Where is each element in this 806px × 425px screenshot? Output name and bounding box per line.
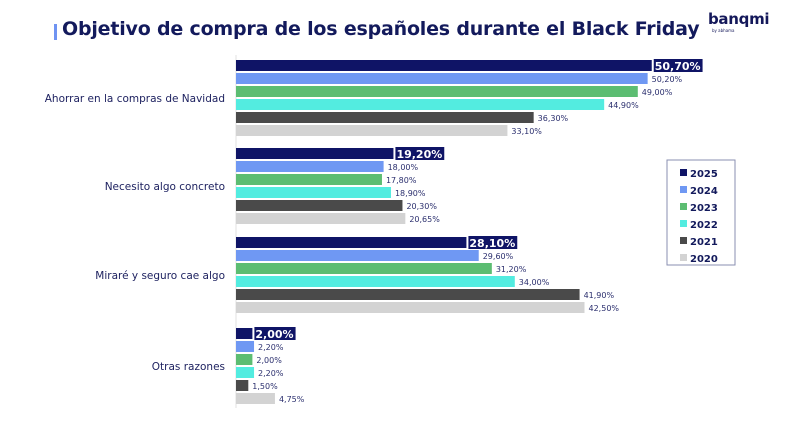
bar-2025: [236, 60, 652, 71]
value-label-2020: 4,75%: [279, 395, 305, 404]
bar-2023: [236, 263, 492, 274]
logo-subtitle: by abhama: [712, 28, 735, 33]
legend-swatch-2025: [680, 169, 687, 176]
value-label-2021: 41,90%: [584, 291, 615, 300]
bar-2020: [236, 302, 585, 313]
category-label: Necesito algo concreto: [105, 181, 225, 193]
value-label-2025: 28,10%: [469, 237, 515, 250]
value-label-2022: 44,90%: [608, 101, 639, 110]
bar-2025: [236, 237, 467, 248]
value-label-2023: 2,00%: [256, 356, 282, 365]
legend-label-2021: 2021: [690, 237, 718, 248]
highlight-label-bg: [653, 59, 703, 72]
legend-swatch-2021: [680, 237, 687, 244]
legend-swatch-2020: [680, 254, 687, 261]
bar-2020: [236, 213, 406, 224]
bar-2021: [236, 200, 403, 211]
bar-2024: [236, 161, 384, 172]
legend-label-2022: 2022: [690, 220, 718, 231]
category-label: Otras razones: [152, 361, 225, 373]
chart-title: Objetivo de compra de los españoles dura…: [62, 18, 700, 40]
highlight-label-bg: [395, 147, 445, 160]
value-label-2022: 2,20%: [258, 369, 284, 378]
title-accent-bar: [54, 24, 57, 40]
banqmi-logo: banqmi: [708, 10, 770, 28]
bar-2022: [236, 187, 391, 198]
bar-2023: [236, 174, 382, 185]
value-label-2023: 49,00%: [642, 88, 673, 97]
bar-2023: [236, 354, 253, 365]
legend-swatch-2023: [680, 203, 687, 210]
bar-2025: [236, 148, 394, 159]
bar-2022: [236, 367, 255, 378]
value-label-2020: 42,50%: [589, 304, 620, 313]
value-label-2025: 19,20%: [396, 148, 442, 161]
highlight-label-bg: [254, 327, 296, 340]
legend-label-2024: 2024: [690, 186, 718, 197]
bar-2025: [236, 328, 253, 339]
value-label-2021: 1,50%: [252, 382, 278, 391]
value-label-2022: 18,90%: [395, 189, 426, 198]
legend-label-2020: 2020: [690, 254, 718, 265]
legend-swatch-2022: [680, 220, 687, 227]
value-label-2020: 33,10%: [511, 127, 542, 136]
category-label: Miraré y seguro cae algo: [95, 270, 225, 282]
value-label-2024: 2,20%: [258, 343, 284, 352]
value-label-2022: 34,00%: [519, 278, 550, 287]
bar-2020: [236, 393, 275, 404]
value-label-2023: 17,80%: [386, 176, 417, 185]
value-label-2023: 31,20%: [496, 265, 527, 274]
highlight-label-bg: [468, 236, 518, 249]
legend-label-2025: 2025: [690, 169, 718, 180]
bar-2022: [236, 276, 515, 287]
category-label: Ahorrar en la compras de Navidad: [45, 93, 225, 105]
value-label-2024: 29,60%: [483, 252, 514, 261]
bar-2020: [236, 125, 508, 136]
bar-2021: [236, 112, 534, 123]
legend-swatch-2024: [680, 186, 687, 193]
value-label-2024: 18,00%: [388, 163, 419, 172]
legend-label-2023: 2023: [690, 203, 718, 214]
bar-2021: [236, 289, 580, 300]
bar-2023: [236, 86, 638, 97]
legend-box: [666, 159, 736, 266]
bar-2022: [236, 99, 605, 110]
bar-2024: [236, 73, 648, 84]
bar-2021: [236, 380, 249, 391]
value-label-2025: 2,00%: [255, 328, 293, 341]
value-label-2020: 20,65%: [409, 215, 440, 224]
value-label-2025: 50,70%: [655, 60, 701, 73]
value-label-2021: 20,30%: [406, 202, 437, 211]
value-label-2021: 36,30%: [538, 114, 569, 123]
value-label-2024: 50,20%: [652, 75, 683, 84]
bar-2024: [236, 250, 479, 261]
bar-2024: [236, 341, 255, 352]
